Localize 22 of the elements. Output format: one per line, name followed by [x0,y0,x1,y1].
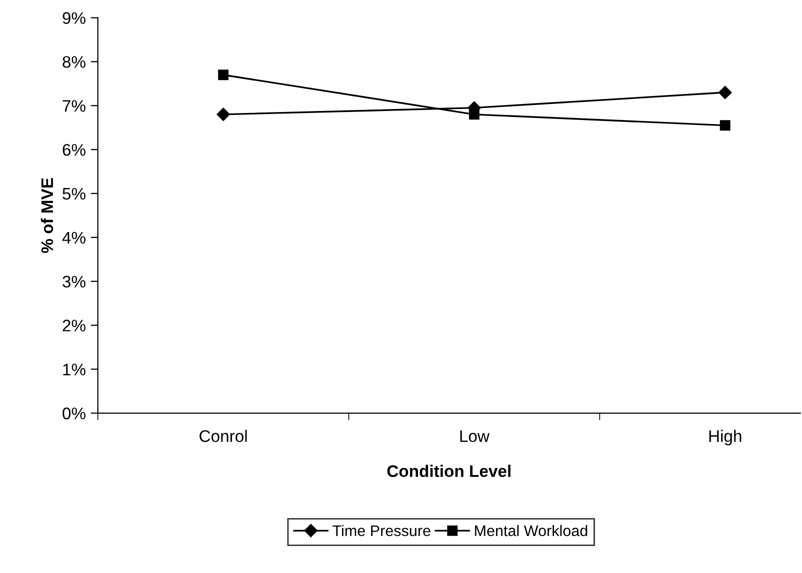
legend-label: Time Pressure [332,524,430,536]
y-tick-label: 8% [62,56,86,68]
x-tick-label: Conrol [200,430,247,442]
y-tick-label: 0% [62,408,86,420]
y-tick-label: 2% [62,320,86,332]
point [469,109,480,120]
point [718,86,732,100]
point [218,70,229,80]
point [720,120,730,131]
y-tick-label: 6% [62,144,86,156]
x-axis-title: Condition Level [387,464,510,478]
y-tick-label: 9% [62,12,86,24]
y-tick-label: 7% [62,100,86,112]
y-tick-label: 3% [62,276,86,288]
y-tick-label: 5% [62,188,86,200]
x-tick-label: Low [460,430,490,442]
y-axis-title: % of MVE [40,178,54,253]
y-tick-label: 4% [62,232,86,244]
legend-label: Mental Workload [475,524,588,536]
x-tick-label: High [709,430,742,446]
point [216,108,230,121]
y-tick-label: 1% [63,364,86,376]
